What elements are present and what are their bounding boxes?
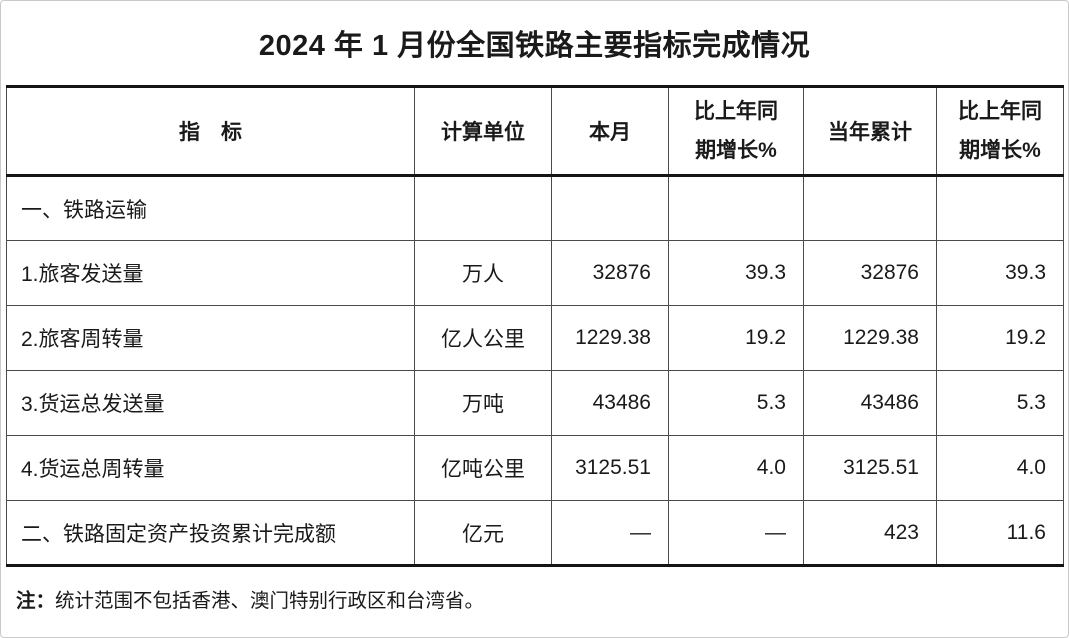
cell-growth-cumulative	[936, 175, 1064, 241]
header-growth-month-line1: 比上年同	[694, 100, 778, 123]
cell-growth-cumulative: 4.0	[936, 435, 1064, 501]
cell-indicator: 1.旅客发送量	[6, 240, 415, 306]
cell-cumulative: 32876	[803, 240, 937, 306]
cell-cumulative: 423	[803, 500, 937, 566]
cell-growth-cumulative: 5.3	[936, 370, 1064, 436]
header-growth-cumulative-line1: 比上年同	[958, 100, 1042, 123]
cell-indicator: 4.货运总周转量	[6, 435, 415, 501]
table-row-freight-turnover: 4.货运总周转量 亿吨公里 3125.51 4.0 3125.51 4.0	[6, 435, 1064, 501]
header-growth-cumulative-line2: 期增长%	[959, 139, 1041, 162]
footnote: 注：统计范围不包括香港、澳门特别行政区和台湾省。	[16, 588, 1068, 614]
header-cumulative-cell: 当年累计	[803, 86, 937, 177]
cell-month: 32876	[551, 240, 669, 306]
cell-cumulative: 43486	[803, 370, 937, 436]
cell-growth-month: 19.2	[668, 305, 804, 371]
railway-stats-table: 指 标 计算单位 本月 比上年同 期增长% 当年累计 比上年同 期增长% 一、铁…	[6, 85, 1064, 567]
page-title: 2024 年 1 月份全国铁路主要指标完成情况	[258, 30, 811, 62]
table-row-freight-volume: 3.货运总发送量 万吨 43486 5.3 43486 5.3	[6, 370, 1064, 436]
cell-indicator: 一、铁路运输	[6, 175, 415, 241]
cell-month: —	[551, 500, 669, 566]
cell-month: 1229.38	[551, 305, 669, 371]
header-month-cell: 本月	[551, 86, 669, 177]
table-row-passenger-turnover: 2.旅客周转量 亿人公里 1229.38 19.2 1229.38 19.2	[6, 305, 1064, 371]
cell-growth-month: 4.0	[668, 435, 804, 501]
table-row-section-transport: 一、铁路运输	[6, 175, 1064, 241]
header-row: 指 标 计算单位 本月 比上年同 期增长% 当年累计 比上年同 期增长%	[6, 86, 1064, 177]
table-row-passenger-volume: 1.旅客发送量 万人 32876 39.3 32876 39.3	[6, 240, 1064, 306]
cell-cumulative	[803, 175, 937, 241]
cell-growth-cumulative: 11.6	[936, 500, 1064, 566]
cell-unit	[414, 175, 552, 241]
cell-growth-month: —	[668, 500, 804, 566]
footnote-text: 统计范围不包括香港、澳门特别行政区和台湾省。	[55, 590, 485, 612]
footnote-prefix: 注：	[16, 590, 56, 612]
cell-cumulative: 1229.38	[803, 305, 937, 371]
table-row-fixed-asset-investment: 二、铁路固定资产投资累计完成额 亿元 — — 423 11.6	[6, 500, 1064, 566]
cell-unit: 万吨	[414, 370, 552, 436]
cell-indicator: 3.货运总发送量	[6, 370, 415, 436]
cell-month: 43486	[551, 370, 669, 436]
cell-growth-month	[668, 175, 804, 241]
cell-growth-month: 39.3	[668, 240, 804, 306]
cell-unit: 亿吨公里	[414, 435, 552, 501]
cell-indicator: 二、铁路固定资产投资累计完成额	[6, 500, 415, 566]
cell-month: 3125.51	[551, 435, 669, 501]
cell-cumulative: 3125.51	[803, 435, 937, 501]
header-unit-cell: 计算单位	[414, 86, 552, 177]
cell-growth-cumulative: 39.3	[936, 240, 1064, 306]
cell-growth-cumulative: 19.2	[936, 305, 1064, 371]
cell-growth-month: 5.3	[668, 370, 804, 436]
cell-indicator: 2.旅客周转量	[6, 305, 415, 371]
cell-unit: 亿元	[414, 500, 552, 566]
cell-unit: 亿人公里	[414, 305, 552, 371]
header-indicator-cell: 指 标	[6, 86, 415, 177]
header-growth-month-line2: 期增长%	[695, 139, 777, 162]
header-growth-month-cell: 比上年同 期增长%	[668, 86, 804, 177]
cell-unit: 万人	[414, 240, 552, 306]
cell-month	[551, 175, 669, 241]
header-growth-cumulative-cell: 比上年同 期增长%	[936, 86, 1064, 177]
